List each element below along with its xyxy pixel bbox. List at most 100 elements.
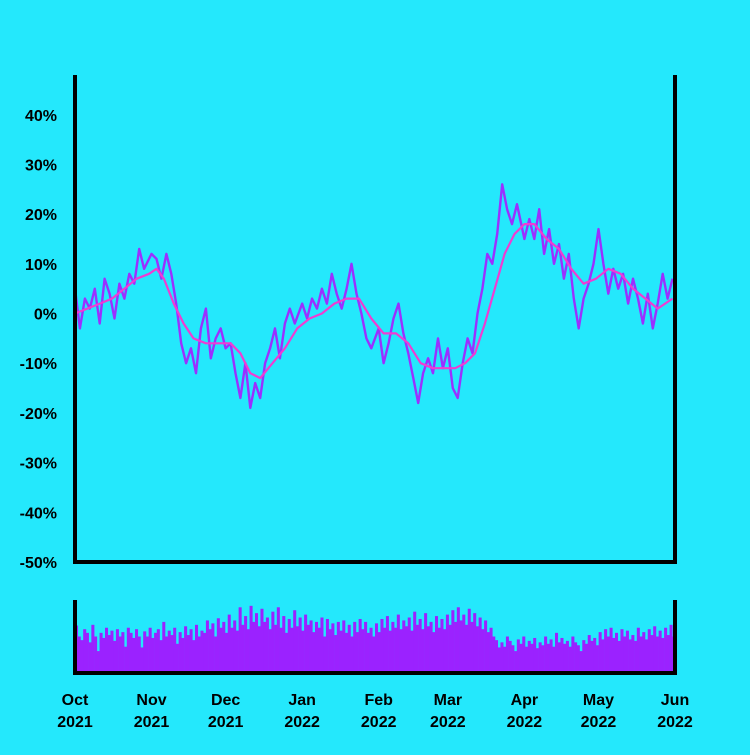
volume-bar (541, 645, 545, 673)
volume-bar (255, 613, 259, 673)
volume-bar (595, 645, 599, 673)
volume-bar (636, 627, 640, 673)
volume-bar (418, 618, 422, 673)
volume-bar (246, 629, 250, 673)
x-tick-month: Oct (62, 692, 89, 709)
volume-bar (437, 627, 441, 673)
volume-bar (522, 636, 526, 673)
volume-bar (388, 630, 392, 673)
volume-bar (227, 614, 231, 673)
volume-bar (279, 627, 283, 673)
volume-bar (170, 635, 174, 673)
volume-bar (167, 630, 171, 673)
x-tick-year: 2022 (284, 714, 320, 731)
volume-panel-axes (73, 600, 677, 675)
volume-bar (156, 629, 160, 673)
volume-bar (511, 645, 515, 673)
volume-bar (470, 621, 474, 673)
volume-bar (159, 640, 163, 673)
y-tick-label: -50% (20, 555, 57, 572)
volume-bar (214, 636, 218, 673)
volume-bar (77, 636, 81, 673)
volume-bar (113, 640, 117, 673)
volume-bar (219, 627, 223, 673)
volume-bar (642, 632, 646, 673)
volume-bar (560, 637, 564, 673)
y-tick-label: -30% (20, 456, 57, 473)
volume-bar (334, 635, 338, 673)
volume-bar (235, 630, 239, 673)
volume-bar (80, 640, 84, 673)
volume-bar (546, 643, 550, 673)
volume-bar (85, 632, 89, 673)
volume-bar (391, 621, 395, 673)
volume-bar (298, 617, 302, 673)
volume-bar (598, 632, 602, 673)
volume-bar (126, 627, 130, 673)
volume-bar (443, 629, 447, 673)
volume-bar (459, 620, 463, 673)
volume-bar (203, 632, 207, 673)
volume-bar (571, 636, 575, 673)
volume-bar (440, 618, 444, 673)
volume-bar (165, 636, 169, 673)
volume-bar (451, 610, 455, 673)
x-axis-tick-labels: Oct 2021 Nov 2021 Dec 2021 Jan 2022 Feb 2022 Mar 20… (57, 692, 693, 731)
x-tick-year: 2021 (134, 714, 170, 731)
volume-bar (197, 636, 201, 673)
volume-bar (582, 640, 586, 673)
x-tick-year: 2022 (361, 714, 397, 731)
x-tick-month: Feb (364, 692, 393, 709)
volume-bar (407, 617, 411, 673)
volume-bar (94, 636, 98, 673)
volume-bar (429, 621, 433, 673)
volume-bar (162, 621, 166, 673)
volume-bar (88, 642, 92, 673)
volume-bar (612, 637, 616, 673)
volume-bar (587, 635, 591, 673)
volume-bar (525, 646, 529, 673)
volume-bar (173, 627, 177, 673)
volume-bar (268, 629, 272, 673)
volume-bar (410, 630, 414, 673)
y-tick-label: 0% (34, 307, 57, 324)
y-tick-label: 10% (25, 257, 57, 274)
price-lines (73, 183, 674, 410)
x-tick-year: 2022 (430, 714, 466, 731)
volume-bar (445, 614, 449, 673)
volume-bar (148, 627, 152, 673)
volume-bar (115, 629, 119, 673)
volume-bar (315, 621, 319, 673)
volume-bar (405, 626, 409, 673)
volume-bar (110, 630, 114, 673)
volume-bar (99, 632, 103, 673)
volume-bar (317, 627, 321, 673)
volume-bar (601, 639, 605, 673)
volume-bar (481, 629, 485, 673)
volume-bar (617, 640, 621, 673)
volume-bar (225, 632, 229, 673)
volume-bar (516, 639, 520, 673)
volume-bar (287, 618, 291, 673)
volume-bar (666, 635, 670, 673)
moving-average-line (74, 223, 674, 380)
y-axis-tick-labels: 40% 30% 20% 10% 0% -10% -20% -30% -40% -50% (20, 108, 57, 572)
volume-bar (634, 640, 638, 673)
volume-bar (508, 640, 512, 673)
volume-bar (195, 624, 199, 673)
volume-bar (200, 630, 204, 673)
volume-bar (655, 636, 659, 673)
volume-bar (645, 639, 649, 673)
volume-bar (396, 614, 400, 673)
volume-bar (271, 611, 275, 673)
volume-bar (211, 623, 215, 673)
x-tick-year: 2021 (208, 714, 244, 731)
volume-bar (244, 616, 248, 673)
volume-bar (290, 627, 294, 673)
volume-bar (276, 607, 280, 673)
volume-bar (669, 624, 673, 673)
volume-bar (533, 637, 537, 673)
volume-bar (604, 629, 608, 673)
volume-bar (432, 632, 436, 673)
volume-bar (394, 627, 398, 673)
